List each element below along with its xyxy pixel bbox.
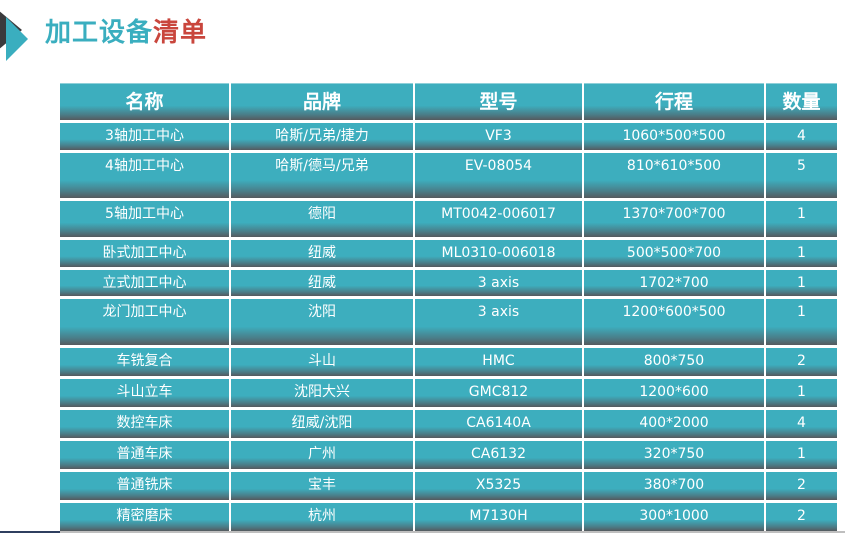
header-model: 型号 — [415, 83, 582, 120]
cell-name: 普通铣床 — [60, 472, 229, 500]
cell-brand: 沈阳 — [231, 299, 413, 345]
cell-quantity: 2 — [766, 503, 837, 531]
table-row: 立式加工中心 纽威 3 axis 1702*700 1 — [60, 270, 837, 296]
cell-travel: 1060*500*500 — [584, 123, 764, 150]
cell-brand: 沈阳大兴 — [231, 379, 413, 407]
cell-quantity: 4 — [766, 123, 837, 150]
cell-name: 普通车床 — [60, 441, 229, 469]
cell-name: 斗山立车 — [60, 379, 229, 407]
cell-name: 5轴加工中心 — [60, 201, 229, 237]
cell-name: 车铣复合 — [60, 348, 229, 376]
cell-travel: 400*2000 — [584, 410, 764, 438]
cell-model: CA6132 — [415, 441, 582, 469]
title-arrow-teal-icon — [6, 17, 28, 61]
title-part1: 加工设备 — [45, 18, 154, 48]
table-row: 车铣复合 斗山 HMC 800*750 2 — [60, 348, 837, 376]
cell-model: 3 axis — [415, 299, 582, 345]
table-header-row: 名称 品牌 型号 行程 数量 — [60, 83, 837, 120]
cell-brand: 哈斯/兄弟/捷力 — [231, 123, 413, 150]
cell-brand: 纽威 — [231, 240, 413, 267]
cell-model: M7130H — [415, 503, 582, 531]
cell-brand: 德阳 — [231, 201, 413, 237]
cell-travel: 810*610*500 — [584, 153, 764, 198]
cell-quantity: 5 — [766, 153, 837, 198]
cell-quantity: 1 — [766, 270, 837, 296]
cell-name: 精密磨床 — [60, 503, 229, 531]
cell-brand: 杭州 — [231, 503, 413, 531]
cell-name: 立式加工中心 — [60, 270, 229, 296]
cell-travel: 500*500*700 — [584, 240, 764, 267]
cell-quantity: 1 — [766, 299, 837, 345]
table-row: 数控车床 纽威/沈阳 CA6140A 400*2000 4 — [60, 410, 837, 438]
cell-name: 龙门加工中心 — [60, 299, 229, 345]
cell-travel: 1702*700 — [584, 270, 764, 296]
cell-model: ML0310-006018 — [415, 240, 582, 267]
cell-model: X5325 — [415, 472, 582, 500]
table-row: 卧式加工中心 纽威 ML0310-006018 500*500*700 1 — [60, 240, 837, 267]
table-row: 精密磨床 杭州 M7130H 300*1000 2 — [60, 503, 837, 531]
cell-quantity: 2 — [766, 348, 837, 376]
cell-brand: 斗山 — [231, 348, 413, 376]
table-row: 4轴加工中心 哈斯/德马/兄弟 EV-08054 810*610*500 5 — [60, 153, 837, 198]
table-row: 普通车床 广州 CA6132 320*750 1 — [60, 441, 837, 469]
cell-travel: 1370*700*700 — [584, 201, 764, 237]
cell-model: GMC812 — [415, 379, 582, 407]
header-brand: 品牌 — [231, 83, 413, 120]
table-row: 斗山立车 沈阳大兴 GMC812 1200*600 1 — [60, 379, 837, 407]
cell-travel: 1200*600*500 — [584, 299, 764, 345]
cell-quantity: 4 — [766, 410, 837, 438]
cell-brand: 纽威/沈阳 — [231, 410, 413, 438]
header-name: 名称 — [60, 83, 229, 120]
cell-brand: 哈斯/德马/兄弟 — [231, 153, 413, 198]
cell-travel: 800*750 — [584, 348, 764, 376]
cell-quantity: 1 — [766, 441, 837, 469]
cell-brand: 广州 — [231, 441, 413, 469]
cell-model: 3 axis — [415, 270, 582, 296]
cell-travel: 380*700 — [584, 472, 764, 500]
header-travel: 行程 — [584, 83, 764, 120]
cell-quantity: 1 — [766, 379, 837, 407]
cell-name: 数控车床 — [60, 410, 229, 438]
footer-divider-accent — [0, 531, 60, 533]
cell-model: MT0042-006017 — [415, 201, 582, 237]
cell-travel: 300*1000 — [584, 503, 764, 531]
cell-name: 卧式加工中心 — [60, 240, 229, 267]
cell-brand: 宝丰 — [231, 472, 413, 500]
header-quantity: 数量 — [766, 83, 837, 120]
cell-model: VF3 — [415, 123, 582, 150]
page-title: 加工设备清单 — [45, 12, 207, 49]
table-row: 3轴加工中心 哈斯/兄弟/捷力 VF3 1060*500*500 4 — [60, 123, 837, 150]
cell-brand: 纽威 — [231, 270, 413, 296]
equipment-table: 名称 品牌 型号 行程 数量 3轴加工中心 哈斯/兄弟/捷力 VF3 1060*500… — [58, 80, 839, 534]
cell-quantity: 1 — [766, 201, 837, 237]
footer-divider — [0, 531, 845, 533]
cell-name: 4轴加工中心 — [60, 153, 229, 198]
table-row: 龙门加工中心 沈阳 3 axis 1200*600*500 1 — [60, 299, 837, 345]
cell-model: CA6140A — [415, 410, 582, 438]
cell-travel: 1200*600 — [584, 379, 764, 407]
cell-quantity: 2 — [766, 472, 837, 500]
cell-model: EV-08054 — [415, 153, 582, 198]
cell-travel: 320*750 — [584, 441, 764, 469]
cell-quantity: 1 — [766, 240, 837, 267]
title-part2: 清单 — [153, 18, 208, 48]
cell-name: 3轴加工中心 — [60, 123, 229, 150]
table-row: 5轴加工中心 德阳 MT0042-006017 1370*700*700 1 — [60, 201, 837, 237]
cell-model: HMC — [415, 348, 582, 376]
table-row: 普通铣床 宝丰 X5325 380*700 2 — [60, 472, 837, 500]
